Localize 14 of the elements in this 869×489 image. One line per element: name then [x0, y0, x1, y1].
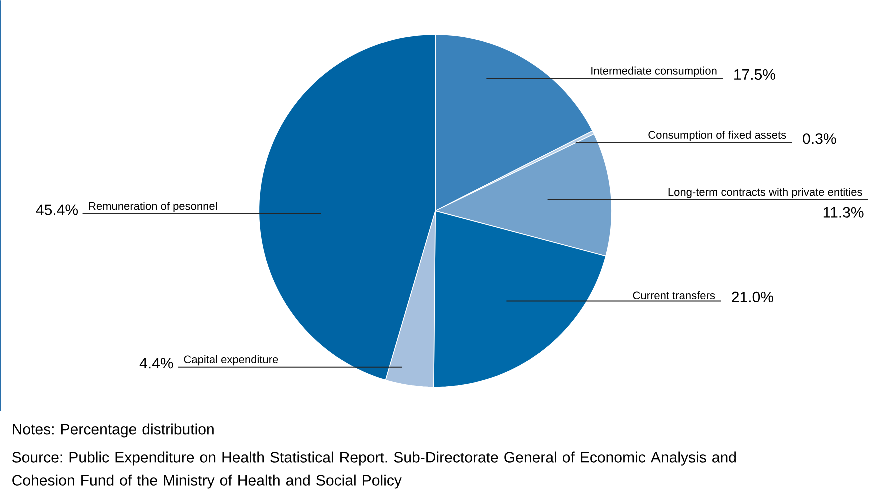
data-label: 17.5%	[734, 70, 776, 80]
slice-label: Intermediate consumption	[592, 66, 717, 78]
slice-label: Capital expenditure	[184, 356, 278, 366]
slice-label: Current transfers	[633, 292, 716, 300]
data-label: 45.4%	[36, 204, 78, 216]
source-note: Source: Public Expenditure on Health Statistical Report. Sub-Directorate General of Economic Analysis and Cohesion Fund of the Ministry of Health and Social Policy	[12, 452, 736, 489]
text: Notes: Percentage distribution	[13, 424, 214, 438]
slice-label: Long-term contracts with private entities	[668, 188, 862, 198]
data-label: 0.3%	[803, 134, 836, 144]
slice-label: Remuneration of pesonnel	[89, 202, 218, 212]
data-label: 11.3%	[824, 207, 864, 218]
slice-label: Consumption of fixed assets	[648, 131, 786, 142]
data-label: 21.0%	[732, 292, 774, 303]
data-label: 4.4%	[140, 358, 174, 369]
